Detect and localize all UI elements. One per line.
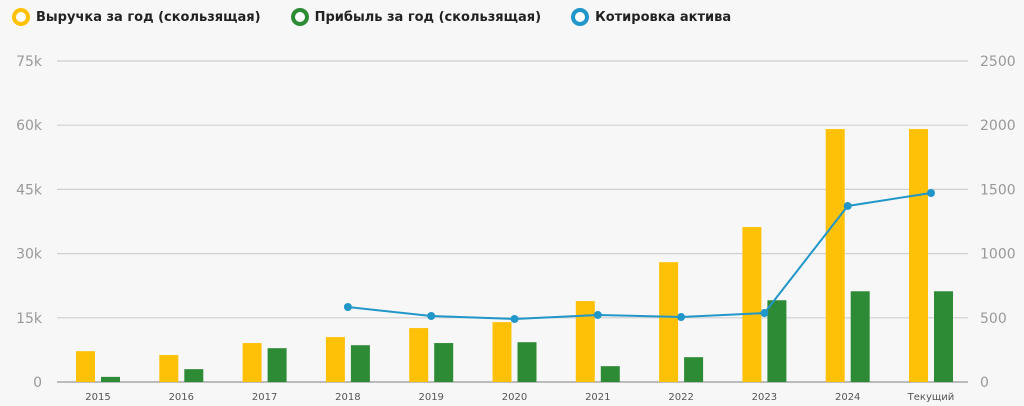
price-line xyxy=(347,192,932,320)
profit-bar[interactable] xyxy=(101,376,120,382)
x-axis-tick-label: 2019 xyxy=(418,392,443,403)
right-axis-tick-label: 1000 xyxy=(980,247,1016,263)
legend-item-profit[interactable]: Прибыль за год (скользящая) xyxy=(290,8,542,26)
price-point[interactable] xyxy=(927,188,935,197)
profit-bar[interactable] xyxy=(184,369,204,382)
right-axis-tick-label: 0 xyxy=(980,375,989,391)
legend-item-revenue[interactable]: Выручка за год (скользящая) xyxy=(12,8,261,26)
revenue-bar[interactable] xyxy=(659,262,679,382)
profit-bar[interactable] xyxy=(684,357,704,382)
price-point[interactable] xyxy=(343,303,352,312)
left-axis-tick-label: 45k xyxy=(16,182,43,198)
profit-bar[interactable] xyxy=(850,291,870,382)
legend-item-price[interactable]: Котировка актива xyxy=(571,8,731,26)
right-axis-tick-label: 2500 xyxy=(980,54,1016,70)
profit-bar[interactable] xyxy=(767,300,787,382)
revenue-bar[interactable] xyxy=(575,301,595,382)
revenue-bar[interactable] xyxy=(409,328,429,382)
left-axis-tick-label: 0 xyxy=(33,375,42,391)
revenue-bar[interactable] xyxy=(76,351,95,382)
profit-bar[interactable] xyxy=(267,348,287,382)
price-point[interactable] xyxy=(427,312,436,321)
profit-bar[interactable] xyxy=(600,366,620,382)
x-axis-tick-label: 2024 xyxy=(835,392,860,403)
x-axis-tick-label: 2020 xyxy=(502,392,527,403)
price-point[interactable] xyxy=(760,309,769,318)
left-axis-tick-label: 30k xyxy=(16,247,43,263)
right-axis-tick-label: 500 xyxy=(980,311,1007,327)
profit-bar[interactable] xyxy=(350,345,370,382)
revenue-bar[interactable] xyxy=(825,129,845,382)
profit-bar[interactable] xyxy=(434,343,454,382)
legend-label: Выручка за год (скользящая) xyxy=(36,9,261,25)
revenue-legend-marker-icon xyxy=(12,8,30,26)
legend-label: Прибыль за год (скользящая) xyxy=(314,9,542,25)
price-point[interactable] xyxy=(593,310,602,319)
profit-bar[interactable] xyxy=(517,342,537,382)
revenue-bar[interactable] xyxy=(492,322,512,382)
left-axis-tick-label: 15k xyxy=(16,311,43,327)
x-axis-tick-label: 2017 xyxy=(252,392,277,403)
legend: Выручка за год (скользящая) Прибыль за г… xyxy=(12,8,731,26)
x-axis-tick-label: 2021 xyxy=(585,392,610,403)
left-axis-tick-label: 75k xyxy=(16,54,43,70)
x-axis-tick-label: 2015 xyxy=(85,392,110,403)
profit-legend-marker-icon xyxy=(290,8,309,26)
x-axis-tick-label: Текущий xyxy=(907,392,955,403)
x-axis-tick-label: 2016 xyxy=(169,392,194,403)
legend-label: Котировка актива xyxy=(595,9,732,25)
profit-bar[interactable] xyxy=(934,291,953,382)
left-axis-tick-label: 60k xyxy=(16,118,43,134)
price-legend-marker-icon xyxy=(571,8,590,26)
revenue-bar[interactable] xyxy=(242,343,262,382)
x-axis-tick-label: 2018 xyxy=(335,392,360,403)
revenue-bar[interactable] xyxy=(159,355,179,382)
right-axis-tick-label: 1500 xyxy=(980,182,1016,198)
price-point[interactable] xyxy=(677,313,686,322)
revenue-bar[interactable] xyxy=(909,129,928,382)
right-axis-tick-label: 2000 xyxy=(980,118,1016,134)
revenue-bar[interactable] xyxy=(742,227,762,382)
revenue-bar[interactable] xyxy=(325,337,345,382)
x-axis-tick-label: 2022 xyxy=(668,392,693,403)
price-point[interactable] xyxy=(843,201,852,210)
price-point[interactable] xyxy=(510,314,519,323)
x-axis-tick-label: 2023 xyxy=(752,392,777,403)
